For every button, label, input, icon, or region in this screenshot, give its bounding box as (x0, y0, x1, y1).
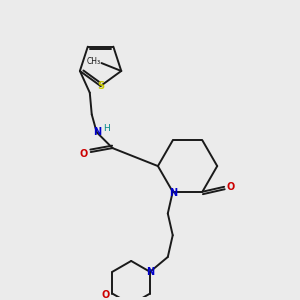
Text: N: N (93, 127, 101, 137)
Text: O: O (101, 290, 110, 300)
Text: O: O (80, 149, 88, 159)
Text: CH₃: CH₃ (86, 57, 100, 66)
Text: N: N (169, 188, 177, 198)
Text: S: S (97, 81, 104, 91)
Text: O: O (227, 182, 235, 192)
Text: N: N (146, 267, 154, 277)
Text: H: H (103, 124, 110, 133)
